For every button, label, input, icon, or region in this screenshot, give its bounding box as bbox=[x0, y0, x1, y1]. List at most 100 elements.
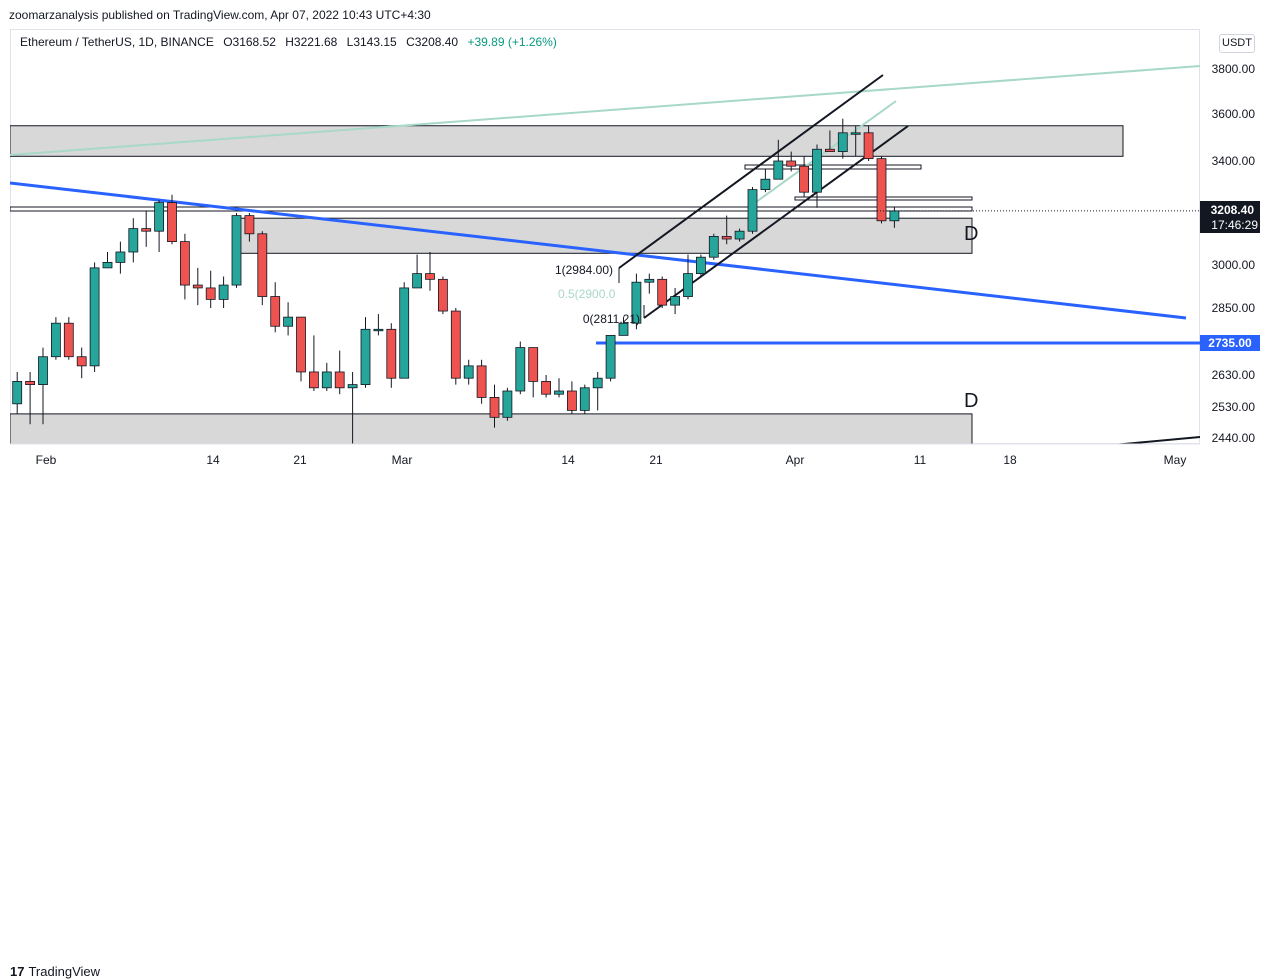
candle-body bbox=[425, 273, 435, 280]
x-tick-label: 14 bbox=[561, 453, 575, 467]
level-badge bbox=[1200, 335, 1260, 351]
candle-body bbox=[63, 322, 74, 358]
candle-body bbox=[321, 371, 332, 389]
candle-body bbox=[489, 396, 500, 418]
candle-body bbox=[437, 278, 448, 312]
candle-body bbox=[812, 148, 822, 193]
candle-body bbox=[283, 316, 294, 327]
symbol-info: Ethereum / TetherUS, 1D, BINANCE O3168.5… bbox=[20, 35, 557, 49]
candle-body bbox=[631, 281, 642, 324]
publish-line: zoomarzanalysis published on TradingView… bbox=[9, 8, 431, 22]
y-tick-label: 3400.00 bbox=[1212, 154, 1256, 168]
candle-body bbox=[51, 322, 61, 358]
x-tick-label: 21 bbox=[649, 453, 663, 467]
currency-badge[interactable]: USDT bbox=[1219, 34, 1255, 53]
chart-plot[interactable]: D D 1(2984.00) 0.5(2900.0 0(2811.21) 3800.00… bbox=[0, 0, 1280, 509]
candle-body bbox=[360, 328, 371, 386]
candle-body bbox=[334, 371, 345, 389]
close-value: C3208.40 bbox=[406, 35, 459, 49]
high-value: H3221.68 bbox=[285, 35, 338, 49]
candle-body bbox=[734, 230, 745, 240]
candle-body bbox=[179, 241, 190, 286]
candle-body bbox=[476, 365, 487, 398]
candle-body bbox=[38, 356, 48, 386]
candle-body bbox=[347, 384, 358, 389]
trend-line bbox=[1113, 436, 1200, 444]
candle-body bbox=[12, 380, 23, 405]
candle-body bbox=[218, 284, 229, 300]
change-value: +39.89 (+1.26%) bbox=[467, 35, 557, 49]
level-badge-label: 2735.00 bbox=[1208, 336, 1252, 350]
candle-body bbox=[515, 347, 526, 392]
candle-body bbox=[25, 380, 36, 385]
candle-body bbox=[244, 215, 255, 235]
candle-body bbox=[128, 228, 139, 253]
candle-body bbox=[115, 251, 126, 263]
candle-body bbox=[567, 390, 577, 411]
candle-body bbox=[192, 284, 203, 289]
fib-label: 1(2984.00) bbox=[555, 263, 613, 277]
candle-body bbox=[463, 365, 474, 379]
candle-body bbox=[683, 273, 693, 297]
candle-body bbox=[541, 380, 551, 395]
y-tick-label: 3600.00 bbox=[1212, 107, 1256, 121]
x-tick-label: 14 bbox=[206, 453, 220, 467]
candle-body bbox=[618, 322, 629, 336]
candle-body bbox=[270, 296, 281, 327]
supply-demand-zone bbox=[10, 125, 1124, 157]
x-tick-label: Apr bbox=[786, 453, 805, 467]
x-tick-label: May bbox=[1164, 453, 1187, 467]
candle-body bbox=[786, 160, 797, 167]
footer: 17 TradingView bbox=[0, 478, 1280, 979]
zone-label-d: D bbox=[964, 223, 978, 245]
candle-body bbox=[205, 287, 216, 300]
candle-body bbox=[579, 387, 590, 411]
candle-body bbox=[889, 210, 900, 222]
candle-body bbox=[502, 390, 513, 418]
supply-demand-zone bbox=[10, 413, 973, 444]
candle-body bbox=[412, 273, 423, 289]
tradingview-logo[interactable]: 17 TradingView bbox=[10, 964, 100, 979]
trend-line bbox=[751, 100, 897, 206]
candle-body bbox=[399, 287, 410, 379]
candle-body bbox=[850, 132, 861, 135]
x-tick-label: Mar bbox=[392, 453, 413, 467]
candle-body bbox=[0, 385, 9, 404]
candle-body bbox=[528, 347, 539, 382]
x-tick-label: 11 bbox=[914, 453, 927, 467]
low-value: L3143.15 bbox=[346, 35, 397, 49]
last-price-badge bbox=[1200, 201, 1260, 233]
y-tick-label: 2630.00 bbox=[1212, 368, 1256, 382]
fib-label: 0.5(2900.0 bbox=[558, 287, 616, 301]
candle-body bbox=[773, 160, 784, 180]
candle-body bbox=[837, 132, 848, 153]
last-price-label: 3208.40 bbox=[1211, 203, 1255, 217]
candle-body bbox=[644, 278, 655, 283]
candle-body bbox=[76, 356, 87, 367]
candle-body bbox=[605, 334, 616, 379]
candle-body bbox=[825, 148, 835, 152]
thin-zone bbox=[744, 164, 922, 170]
y-tick-label: 2530.00 bbox=[1212, 400, 1256, 414]
x-tick-label: 18 bbox=[1003, 453, 1017, 467]
y-tick-label: 2440.00 bbox=[1212, 431, 1256, 445]
y-tick-label: 2850.00 bbox=[1212, 301, 1256, 315]
candle-body bbox=[863, 132, 874, 160]
trend-line bbox=[10, 181, 1187, 320]
candle-body bbox=[89, 267, 100, 367]
symbol-name: Ethereum / TetherUS, 1D, BINANCE bbox=[20, 35, 214, 49]
candle-body bbox=[760, 178, 771, 190]
header: zoomarzanalysis published on TradingView… bbox=[0, 0, 1280, 28]
candle-body bbox=[747, 189, 758, 232]
tradingview-logo-icon: 17 bbox=[10, 964, 25, 979]
candle-body bbox=[876, 158, 887, 222]
fib-label: 0(2811.21) bbox=[583, 312, 640, 326]
candle-body bbox=[257, 233, 268, 297]
candle-body bbox=[554, 390, 564, 395]
candle-body bbox=[670, 296, 680, 306]
candle-body bbox=[657, 278, 668, 306]
candle-body bbox=[696, 256, 706, 275]
candle-body bbox=[708, 235, 719, 258]
candle-body bbox=[592, 377, 603, 389]
thin-zone bbox=[10, 206, 973, 212]
